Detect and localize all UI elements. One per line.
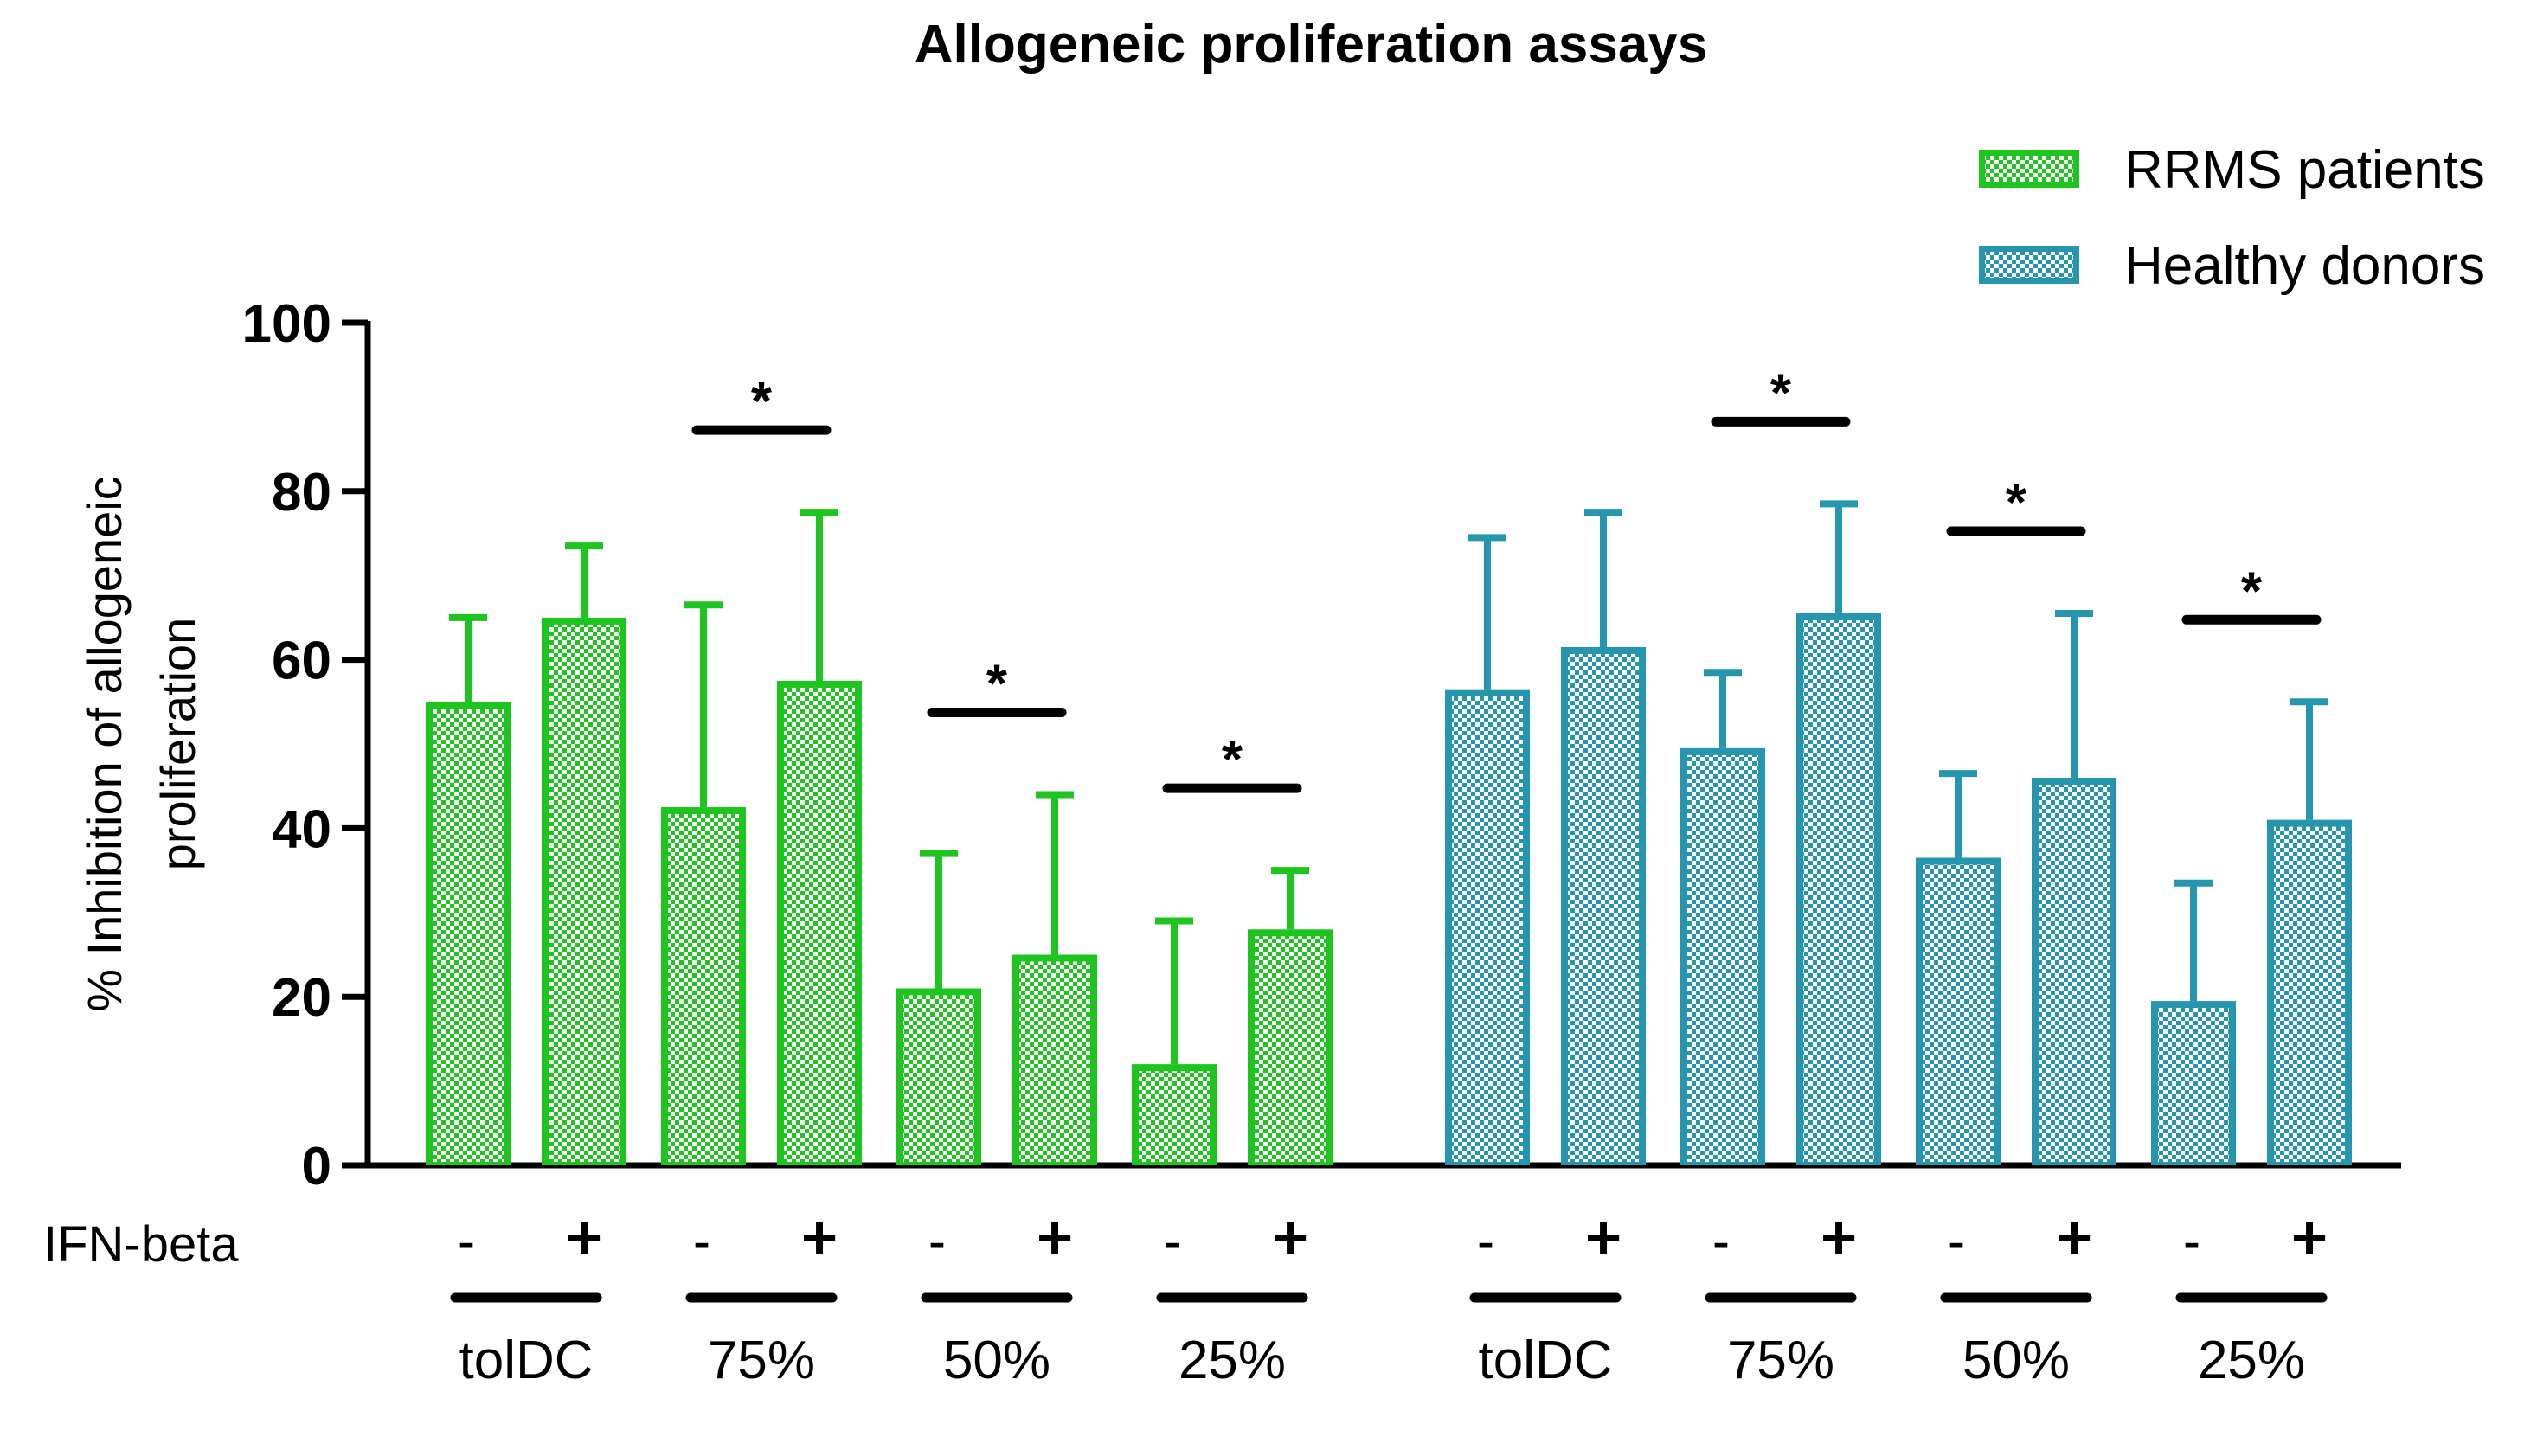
group-label-rrms-3: 25%: [1179, 1331, 1286, 1390]
bar-pattern-rrms-75pct-plus: [784, 687, 855, 1162]
bar-pattern-rrms-75pct-minus: [668, 814, 739, 1162]
bar-pattern-healthy-25pct-minus: [2158, 1008, 2229, 1162]
legend-swatch-pattern-1: [1985, 252, 2073, 278]
ifn-sign-rrms-50pct-minus: -: [928, 1212, 946, 1270]
ifn-sign-healthy-25pct-plus: +: [2291, 1203, 2328, 1273]
bar-pattern-healthy-25pct-plus: [2274, 826, 2345, 1162]
ifn-sign-healthy-50pct-minus: -: [1948, 1212, 1965, 1270]
group-label-rrms-2: 50%: [943, 1331, 1050, 1390]
ifn-sign-healthy-tolDC-plus: +: [1585, 1203, 1622, 1273]
ifn-sign-rrms-tolDC-minus: -: [458, 1212, 475, 1270]
sig-marker-healthy-2: *: [2006, 473, 2027, 533]
group-label-rrms-0: tolDC: [459, 1331, 593, 1390]
treatment-label: IFN-beta: [43, 1216, 239, 1273]
ifn-sign-healthy-50pct-plus: +: [2056, 1203, 2092, 1273]
bar-pattern-rrms-50pct-plus: [1019, 961, 1090, 1162]
sig-marker-rrms-3: *: [1222, 730, 1243, 790]
bar-pattern-healthy-50pct-plus: [2039, 784, 2110, 1162]
y-axis-label-line1: % Inhibition of allogeneic: [77, 476, 132, 1012]
plot-area: 0 20 40 60 80 100 - + tolDC - +75% * - +50% * - +25% * - + t…: [242, 294, 2401, 1390]
ifn-sign-rrms-50pct-plus: +: [1037, 1203, 1073, 1273]
ifn-sign-rrms-75pct-minus: -: [693, 1212, 710, 1270]
bar-pattern-healthy-50pct-minus: [1923, 864, 1994, 1162]
sig-marker-rrms-1: *: [751, 372, 773, 432]
group-label-healthy-0: tolDC: [1478, 1331, 1612, 1390]
sig-marker-rrms-2: *: [986, 654, 1008, 714]
legend-label-1: Healthy donors: [2124, 236, 2485, 296]
legend: RRMS patients Healthy donors: [1979, 140, 2485, 296]
bar-pattern-healthy-tolDC-plus: [1568, 653, 1639, 1162]
bar-pattern-healthy-75pct-plus: [1803, 620, 1874, 1162]
bar-pattern-healthy-75pct-minus: [1687, 754, 1758, 1162]
bar-pattern-rrms-25pct-plus: [1255, 936, 1326, 1162]
group-label-rrms-1: 75%: [708, 1331, 815, 1390]
y-tick-label-100: 100: [242, 294, 331, 354]
bar-pattern-rrms-tolDC-minus: [433, 709, 504, 1162]
ifn-sign-healthy-25pct-minus: -: [2183, 1212, 2200, 1270]
group-label-healthy-3: 25%: [2198, 1331, 2305, 1390]
ifn-sign-healthy-75pct-minus: -: [1712, 1212, 1730, 1270]
group-label-healthy-2: 50%: [1962, 1331, 2070, 1390]
sig-marker-healthy-1: *: [1770, 363, 1792, 423]
y-tick-label-60: 60: [272, 632, 331, 691]
chart-title: Allogeneic proliferation assays: [915, 15, 1708, 74]
y-tick-label-20: 20: [272, 968, 331, 1028]
bar-pattern-rrms-tolDC-plus: [549, 624, 620, 1162]
ifn-sign-rrms-25pct-plus: +: [1272, 1203, 1308, 1273]
y-tick-label-80: 80: [272, 463, 331, 523]
ifn-sign-rrms-25pct-minus: -: [1164, 1212, 1181, 1270]
ifn-sign-healthy-75pct-plus: +: [1821, 1203, 1857, 1273]
ifn-sign-rrms-tolDC-plus: +: [566, 1203, 602, 1273]
group-label-healthy-1: 75%: [1727, 1331, 1834, 1390]
y-tick-label-40: 40: [272, 799, 331, 859]
sig-marker-healthy-3: *: [2241, 561, 2263, 621]
y-tick-label-0: 0: [302, 1137, 331, 1196]
legend-swatch-pattern-0: [1985, 156, 2073, 182]
legend-label-0: RRMS patients: [2124, 140, 2485, 200]
y-axis-label-line2: proliferation: [151, 618, 205, 871]
bar-pattern-healthy-tolDC-minus: [1452, 696, 1523, 1162]
ifn-sign-healthy-tolDC-minus: -: [1477, 1212, 1494, 1270]
bar-pattern-rrms-25pct-minus: [1139, 1071, 1210, 1162]
bar-pattern-rrms-50pct-minus: [903, 995, 974, 1162]
ifn-sign-rrms-75pct-plus: +: [801, 1203, 838, 1273]
